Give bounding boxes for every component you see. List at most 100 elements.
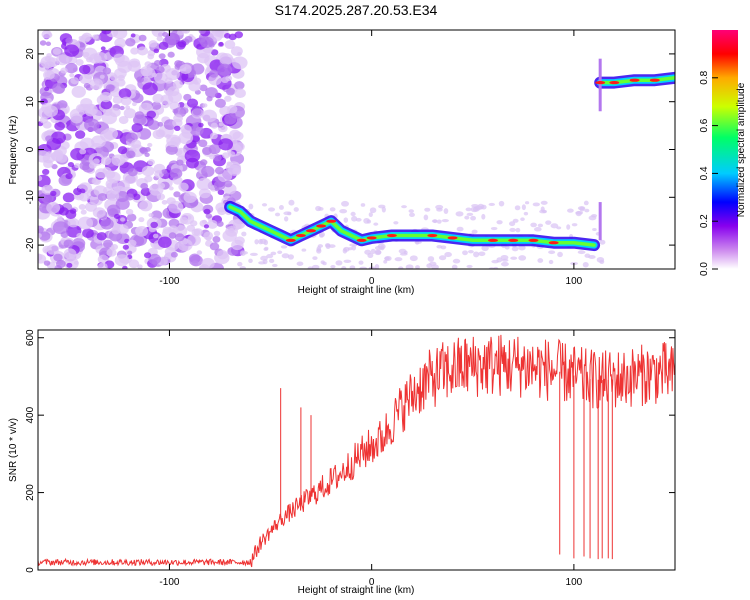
noise-speckle [405, 264, 414, 269]
noise-speckle [166, 134, 182, 148]
noise-speckle [198, 36, 206, 43]
noise-speckle [209, 154, 215, 160]
noise-speckle [125, 37, 136, 47]
noise-speckle [131, 123, 143, 133]
noise-speckle [38, 233, 42, 238]
peak-hotspot [285, 238, 296, 242]
noise-speckle [369, 207, 377, 214]
noise-speckle [185, 157, 199, 169]
noise-speckle [466, 264, 473, 268]
noise-speckle [481, 213, 486, 220]
noise-speckle [181, 30, 188, 34]
noise-speckle [78, 203, 86, 210]
noise-speckle [94, 80, 100, 85]
noise-speckle [567, 208, 574, 213]
noise-speckle [41, 192, 54, 204]
noise-speckle [523, 211, 529, 216]
noise-speckle [139, 200, 153, 212]
noise-speckle [409, 212, 415, 217]
noise-speckle [530, 222, 537, 228]
noise-speckle [359, 266, 368, 269]
noise-speckle [214, 187, 220, 192]
noise-speckle [548, 259, 554, 265]
noise-speckle [144, 175, 153, 183]
noise-speckle [142, 67, 156, 79]
noise-speckle [367, 252, 374, 259]
noise-speckle [277, 250, 283, 255]
noise-speckle [374, 264, 380, 269]
noise-speckle [201, 109, 218, 123]
noise-speckle [398, 266, 404, 269]
noise-speckle [283, 216, 289, 222]
colorbar-tick-label: 0.2 [699, 214, 710, 228]
noise-speckle [280, 245, 288, 249]
noise-speckle [312, 256, 318, 261]
noise-speckle [54, 121, 65, 131]
noise-speckle [540, 200, 548, 205]
noise-speckle [258, 261, 266, 265]
noise-speckle [258, 238, 263, 245]
noise-speckle [117, 146, 128, 155]
noise-speckle [74, 163, 81, 169]
noise-speckle [120, 96, 132, 106]
noise-speckle [170, 251, 178, 258]
noise-speckle [415, 265, 420, 269]
noise-speckle [360, 203, 366, 207]
noise-speckle [80, 34, 91, 43]
noise-speckle [53, 149, 64, 158]
noise-speckle [217, 63, 233, 76]
noise-speckle [79, 148, 87, 155]
noise-speckle [65, 37, 73, 44]
snr-x-tick-label: 0 [369, 577, 375, 588]
noise-speckle [130, 33, 136, 38]
peak-hotspot [488, 238, 498, 242]
noise-speckle [148, 253, 162, 265]
noise-speckle [521, 204, 526, 211]
noise-speckle [114, 254, 130, 267]
noise-speckle [67, 161, 75, 168]
peak-hotspot [528, 238, 539, 242]
noise-speckle [99, 91, 113, 103]
noise-speckle [370, 248, 376, 254]
noise-speckle [96, 232, 107, 241]
noise-speckle [329, 207, 336, 212]
spectrogram-y-tick-label: -20 [25, 237, 36, 252]
spectrogram-x-tick-label: 0 [369, 276, 375, 287]
noise-speckle [122, 265, 128, 269]
noise-speckle [187, 234, 201, 246]
noise-speckle [225, 87, 236, 96]
noise-speckle [136, 76, 144, 83]
noise-speckle [70, 113, 83, 124]
noise-speckle [151, 101, 162, 110]
noise-speckle [78, 64, 91, 75]
noise-speckle [168, 200, 184, 214]
noise-speckle [287, 254, 294, 260]
noise-speckle [113, 53, 125, 64]
noise-speckle [134, 111, 145, 119]
noise-speckle [317, 244, 324, 248]
noise-speckle [470, 215, 476, 221]
noise-speckle [42, 168, 50, 175]
noise-speckle [92, 207, 106, 218]
chart-title: S174.2025.287.20.53.E34 [275, 2, 438, 18]
noise-speckle [272, 263, 278, 268]
noise-speckle [201, 165, 215, 177]
noise-speckle [132, 193, 141, 201]
noise-speckle [175, 41, 186, 50]
spectrogram-x-tick-label: 100 [566, 276, 583, 287]
noise-speckle [566, 224, 571, 230]
noise-speckle [264, 246, 269, 251]
noise-speckle [174, 125, 181, 132]
noise-speckle [118, 115, 129, 125]
noise-speckle [557, 251, 563, 258]
noise-speckle [383, 259, 388, 264]
noise-speckle [82, 228, 94, 239]
peak-hotspot [609, 80, 620, 85]
noise-speckle [498, 200, 505, 207]
noise-speckle [591, 213, 598, 218]
peak-hotspot [326, 219, 337, 223]
noise-speckle [192, 108, 202, 116]
noise-speckle [221, 76, 229, 84]
noise-speckle [466, 212, 474, 216]
